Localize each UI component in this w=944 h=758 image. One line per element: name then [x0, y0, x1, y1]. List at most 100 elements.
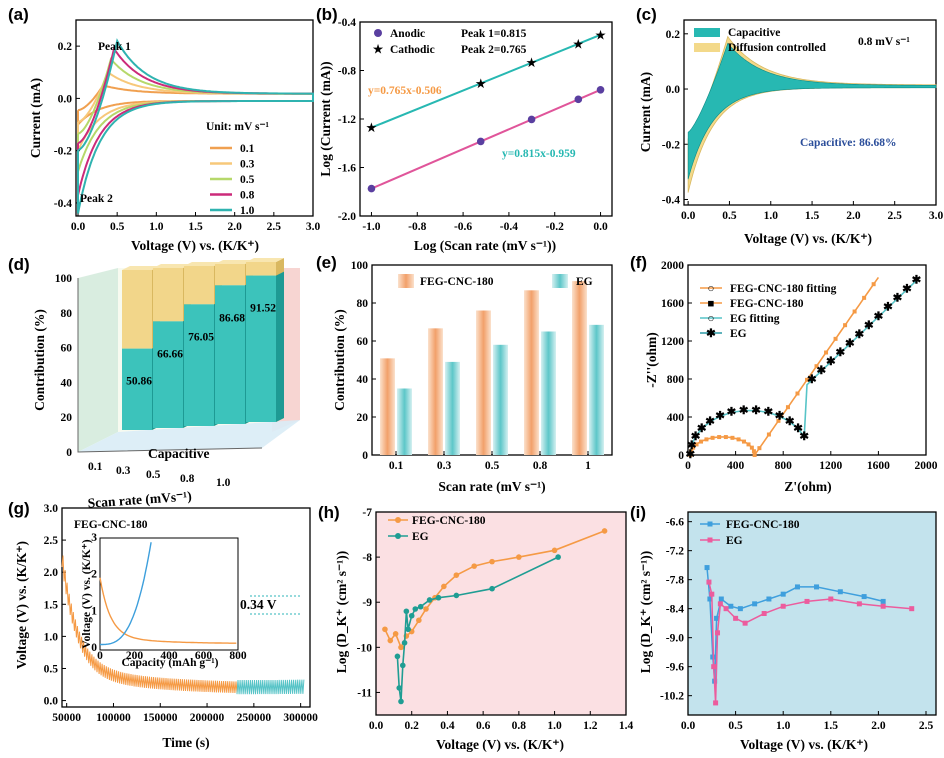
diffusion-point — [471, 563, 478, 569]
feg-point — [862, 295, 867, 300]
y-tick-label: -9.0 — [666, 633, 684, 645]
x-tick-label: 0.4 — [440, 720, 455, 732]
diffusion-point — [394, 653, 401, 660]
inset-x-tick: 0 — [97, 650, 103, 662]
y-tick-label: -6.6 — [666, 517, 684, 529]
eg-point: ✱ — [826, 356, 836, 368]
legend-marker — [395, 533, 401, 539]
x-tick-label: 1 — [585, 460, 591, 472]
y-tick-label: 1.5 — [44, 599, 59, 611]
diffusion-point — [733, 615, 739, 621]
x-tick-label: 1.0 — [547, 720, 562, 732]
x-tick-label: 0.3 — [437, 460, 452, 472]
y-tick-label: 800 — [667, 374, 685, 386]
x-tick-label: 1.0 — [149, 221, 164, 233]
diffusion-point — [706, 579, 712, 585]
inset-y-label: Voltage (V) vs. (K/K⁺) — [81, 539, 93, 648]
inset-charge-curve — [100, 542, 152, 646]
x-tick-label: 0.6 — [476, 720, 491, 732]
inset-plot: 0 200 400 600 800 0 1 2 3 Capacity (mAh g⁻¹) Volta… — [81, 532, 247, 669]
x-tick-label: 0.0 — [681, 210, 696, 222]
x-tick-label: 0.5 — [110, 221, 125, 233]
feg-point — [688, 453, 693, 457]
legend-label: FEG-CNC-180 — [726, 519, 800, 531]
legend-marker: ✱ — [706, 328, 716, 340]
eg-point: ✱ — [763, 407, 773, 419]
legend-swatch — [552, 274, 568, 288]
diffusion-point — [555, 554, 561, 560]
panel-label: (e) — [316, 253, 337, 272]
feg-point — [785, 405, 790, 410]
diffusion-point — [399, 662, 406, 669]
inset-y-tick: 1 — [91, 605, 97, 617]
legend-label: FEG-CNC-180 — [730, 298, 804, 310]
diffusion-point — [601, 528, 608, 534]
panel-label: (f) — [630, 253, 647, 272]
peak1-label: Peak 1 — [98, 41, 131, 53]
y-tick-label: 40 — [357, 374, 369, 386]
feg-point — [691, 445, 696, 450]
diffusion-point — [489, 558, 495, 565]
diffusion-point — [794, 584, 800, 590]
legend-marker — [395, 517, 401, 523]
y-tick-label: -0.2 — [662, 139, 680, 151]
x-tick-label: 0.3 — [116, 465, 131, 477]
diffusion-point — [880, 598, 886, 604]
diffusion-point — [804, 598, 810, 604]
bar-value-label: 91.52 — [250, 303, 276, 315]
eg-point: ✱ — [751, 405, 761, 417]
anodic-point — [367, 184, 376, 193]
legend-marker: ■ — [708, 298, 715, 310]
panel-f: 0 400 800 1200 1600 20000400800120016002000✱✱… — [661, 260, 938, 472]
inset-x-label: Capacity (mAh g⁻¹) — [121, 657, 218, 669]
overpotential-label: 0.34 V — [240, 597, 277, 612]
diffusion-point — [880, 603, 886, 609]
eg-point: ✱ — [902, 284, 912, 296]
y-axis-label: Contribution (%) — [332, 309, 347, 411]
eg-point: ✱ — [687, 440, 697, 452]
y-tick-label: 80 — [61, 308, 73, 320]
y-tick-label: 80 — [357, 298, 369, 310]
feg-point — [746, 442, 751, 447]
panel-label: (b) — [316, 5, 338, 24]
x-tick-label: 0.2 — [405, 720, 420, 732]
legend-label: EG fitting — [730, 313, 780, 325]
feg-point — [833, 336, 838, 341]
feg-bar — [476, 310, 491, 455]
x-axis-label: Log (Scan rate (mV s⁻¹)) — [414, 238, 556, 253]
x-tick-label: 0.1 — [88, 461, 103, 473]
x-tick-label: 1200 — [819, 460, 842, 472]
y-tick-label: 0.0 — [44, 696, 59, 708]
y-tick-label: 20 — [61, 412, 73, 424]
diffusion-point — [766, 596, 772, 602]
panel-a: 0.0 0.5 1.0 1.5 2.0 2.5 3.0 -0.4 -0.2 0.0 0.2 Peak … — [54, 19, 320, 233]
eg-bar — [445, 361, 460, 455]
x-axis-label: Z'(ohm) — [784, 479, 831, 494]
feg-point — [742, 439, 747, 444]
legend-label: EG — [730, 328, 747, 340]
x-tick-label: 0.5 — [722, 210, 737, 222]
feg-point — [757, 446, 762, 451]
feg-point — [704, 437, 709, 442]
x-tick-label: 2000 — [915, 460, 938, 472]
cv-curve-1.0 — [77, 38, 314, 214]
diffusion-point — [392, 631, 399, 637]
y-tick-label: -8 — [362, 552, 372, 564]
y-tick-label: -9 — [362, 597, 372, 609]
x-tick-label: 800 — [775, 460, 793, 472]
eg-point: ✱ — [705, 416, 715, 428]
diffusion-point — [398, 644, 404, 651]
capacitive-bar — [184, 304, 214, 426]
x-tick-label: 0 — [685, 460, 691, 472]
panel-label: (d) — [8, 255, 30, 274]
diffusion-point — [403, 608, 410, 615]
panel-label: (g) — [8, 499, 30, 518]
x-tick-label: 0.8 — [512, 720, 527, 732]
y-tick-label: -1.6 — [338, 163, 356, 175]
y-tick-label: -11 — [357, 687, 372, 699]
diffusion-point — [718, 596, 724, 602]
legend-label: Capacitive — [728, 27, 780, 39]
legend-swatch — [694, 28, 720, 37]
diffusion-bar — [153, 268, 183, 322]
y-tick-label: -7.8 — [666, 575, 684, 587]
